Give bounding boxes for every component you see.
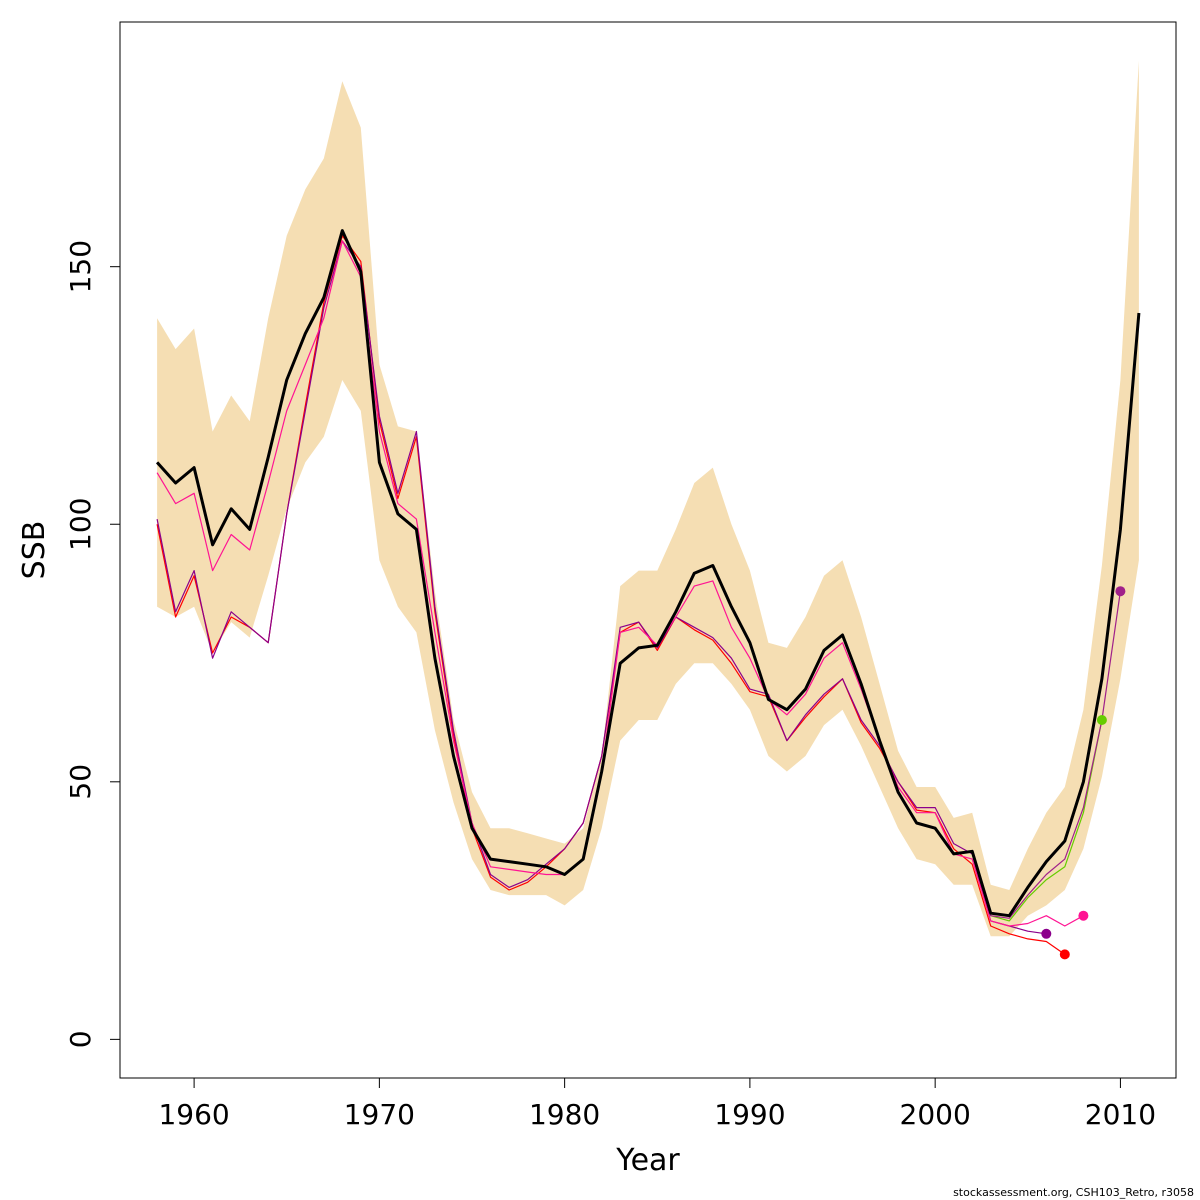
y-axis-title: SSB [17,521,52,580]
series-line-main [155,229,1141,918]
x-axis: 1960 1970 1980 1990 2000 2010 [158,1077,1156,1131]
y-axis: 0 50 100 150 [64,240,121,1048]
series-endpoint-peel2 [1041,928,1052,939]
series-line-peel3 [156,240,1084,927]
y-tick-label: 50 [64,764,97,800]
series-endpoint-peel5 [1096,715,1107,725]
y-tick-label: 0 [64,1030,97,1048]
x-tick-label: 2010 [1085,1098,1156,1131]
y-tick-label: 100 [64,498,97,551]
series-endpoint-peel3 [1078,910,1089,921]
x-tick-label: 2000 [900,1098,971,1131]
series-endpoint-peel4 [1059,949,1070,960]
x-tick-label: 1990 [714,1098,785,1131]
x-tick-label: 1960 [158,1098,229,1131]
series-layer [155,229,1141,955]
series-endpoints-layer [1041,586,1126,960]
confidence-band-layer [157,60,1139,937]
x-tick-label: 1970 [344,1098,415,1131]
y-tick-label: 150 [64,240,97,293]
series-endpoint-peel1 [1115,586,1126,597]
x-tick-label: 1980 [529,1098,600,1131]
series-line-peel2 [156,240,1047,935]
footer-credit: stockassessment.org, CSH103_Retro, r3058 [953,1186,1194,1199]
x-axis-title: Year [615,1143,680,1178]
confidence-band [157,60,1139,937]
